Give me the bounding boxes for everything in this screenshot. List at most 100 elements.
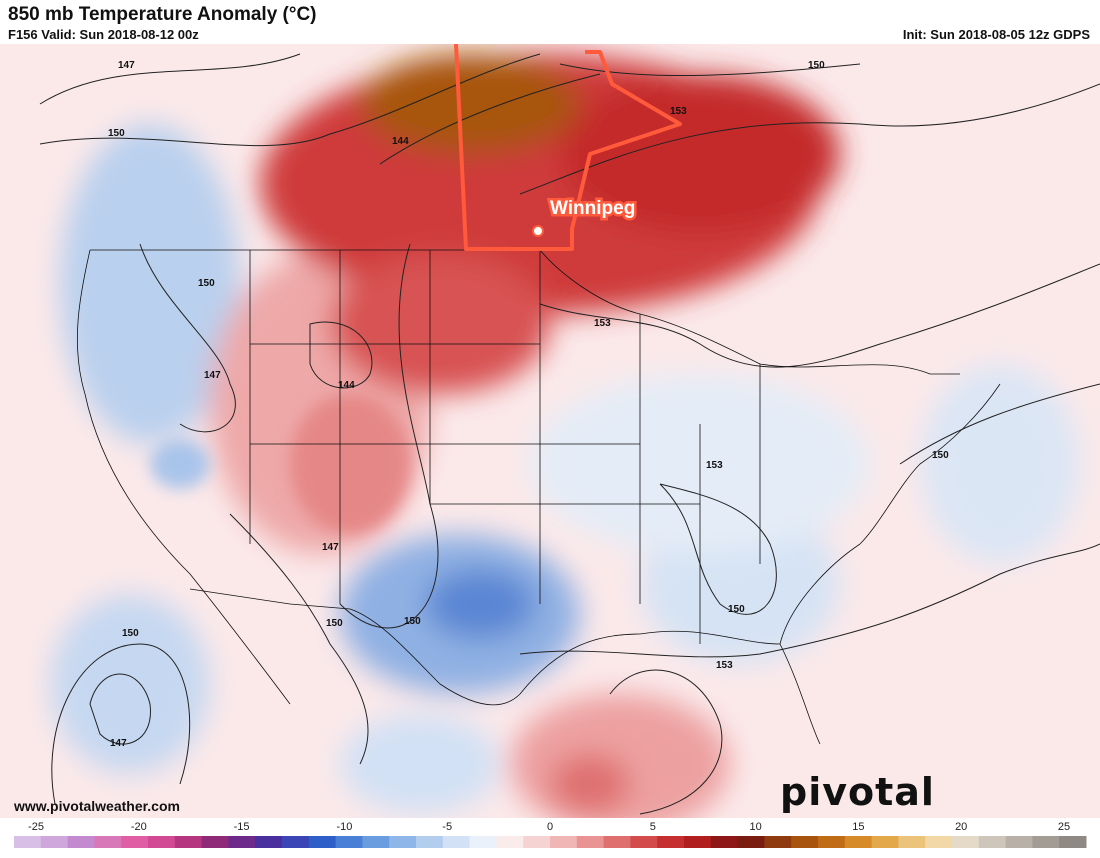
colorbar-swatch	[684, 836, 712, 848]
colorbar-swatch	[844, 836, 873, 848]
colorbar-swatch	[764, 836, 792, 848]
colorbar-swatch	[308, 836, 337, 848]
colorbar-swatch	[630, 836, 658, 848]
contour-label: 153	[670, 106, 687, 117]
contour-line	[539, 263, 1100, 368]
colorbar-swatch	[871, 836, 899, 848]
warm-area-ontario	[560, 74, 840, 234]
state-line	[249, 250, 761, 644]
contour-line	[309, 321, 373, 389]
map-title: 850 mb Temperature Anomaly (°C)	[8, 4, 317, 25]
colorbar-swatches	[14, 836, 1087, 848]
colorbar-swatch	[576, 836, 605, 848]
colorbar-tick-label: 15	[852, 821, 864, 833]
colorbar: -25 -20 -15 -10 -5 0 5 10 15 20 25	[0, 818, 1100, 850]
contour-label: 150	[122, 628, 139, 639]
colorbar-swatch	[818, 836, 846, 848]
colorbar-swatch	[416, 836, 444, 848]
colorbar-swatch	[282, 836, 310, 848]
colorbar-swatch	[121, 836, 149, 848]
colorbar-tick-label: 20	[955, 821, 967, 833]
colorbar-swatch	[201, 836, 229, 848]
colorbar-swatch	[550, 836, 578, 848]
contour-line	[379, 73, 601, 165]
contour-line	[229, 513, 369, 765]
contour-line	[519, 543, 1100, 658]
contour-label: 147	[204, 370, 221, 381]
city-marker-winnipeg	[532, 225, 544, 237]
contour-label: 150	[108, 128, 125, 139]
cool-area-texas-core	[425, 569, 535, 639]
contour-label: 150	[808, 60, 825, 71]
cool-area-atlantic	[920, 364, 1080, 564]
contour-label: 150	[728, 604, 745, 615]
contour-label: 150	[404, 616, 421, 627]
anomaly-map: Winnipeg 147 150 144 153 150 153 150 147…	[0, 44, 1100, 818]
contour-line	[899, 383, 1100, 465]
contour-line	[139, 243, 236, 433]
us-mexico-border	[189, 588, 521, 706]
political-borders	[76, 249, 1001, 745]
city-label-winnipeg: Winnipeg	[550, 198, 635, 219]
us-canada-border	[90, 249, 960, 375]
colorbar-swatch	[737, 836, 765, 848]
contour-label: 153	[706, 460, 723, 471]
contour-label: 150	[932, 450, 949, 461]
colorbar-tick-label: 0	[547, 821, 553, 833]
colorbar-swatch	[174, 836, 203, 848]
colorbar-swatch	[952, 836, 980, 848]
province-outline-manitoba	[454, 44, 682, 251]
colorbar-swatch	[925, 836, 953, 848]
contour-line	[519, 83, 1100, 195]
cool-area-pacific-nw	[60, 124, 240, 444]
header: 850 mb Temperature Anomaly (°C) F156 Val…	[0, 0, 1100, 44]
contour-label: 144	[338, 380, 355, 391]
colorbar-swatch	[898, 836, 926, 848]
contour-label: 153	[594, 318, 611, 329]
contour-line	[51, 643, 191, 805]
contour-line	[559, 63, 861, 77]
colorbar-swatch	[710, 836, 739, 848]
contour-line	[609, 669, 723, 815]
colorbar-swatch	[1059, 836, 1087, 848]
colorbar-tick-label: -25	[28, 821, 44, 833]
colorbar-tick-label: 5	[650, 821, 656, 833]
colorbar-swatch	[523, 836, 551, 848]
colorbar-swatch	[603, 836, 631, 848]
colorbar-swatch	[255, 836, 283, 848]
colorbar-tick-label: 25	[1058, 821, 1070, 833]
contour-line	[89, 673, 151, 745]
colorbar-tick-label: -5	[442, 821, 452, 833]
contour-label: 153	[716, 660, 733, 671]
colorbar-swatch	[791, 836, 819, 848]
init-time: Init: Sun 2018-08-05 12z GDPS	[902, 27, 1090, 42]
warm-area-rockies	[290, 394, 410, 534]
contour-line	[659, 483, 777, 615]
colorbar-swatch	[14, 836, 42, 848]
contour-label: 150	[198, 278, 215, 289]
height-contours	[39, 53, 1100, 815]
colorbar-tick-label: -15	[234, 821, 250, 833]
website-url: www.pivotalweather.com	[14, 798, 180, 814]
warm-area-gulf-core	[550, 754, 630, 814]
contour-label: 147	[110, 738, 127, 749]
contour-label: 147	[118, 60, 135, 71]
anomaly-fields	[50, 54, 1080, 818]
colorbar-swatch	[1005, 836, 1033, 848]
cool-area-nevada	[150, 439, 210, 489]
colorbar-swatch	[389, 836, 417, 848]
anomaly-details	[150, 394, 410, 534]
contour-line	[39, 53, 301, 105]
colorbar-swatch	[362, 836, 390, 848]
contour-label: 147	[322, 542, 339, 553]
colorbar-tick-label: -10	[336, 821, 352, 833]
colorbar-swatch	[469, 836, 497, 848]
east-coast	[779, 383, 1001, 645]
colorbar-tick-label: 10	[749, 821, 761, 833]
warm-area-dakotas	[330, 254, 550, 394]
colorbar-swatch	[40, 836, 69, 848]
valid-time: F156 Valid: Sun 2018-08-12 00z	[8, 27, 199, 42]
colorbar-swatch	[335, 836, 363, 848]
contour-label: 150	[326, 618, 343, 629]
colorbar-swatch	[148, 836, 176, 848]
